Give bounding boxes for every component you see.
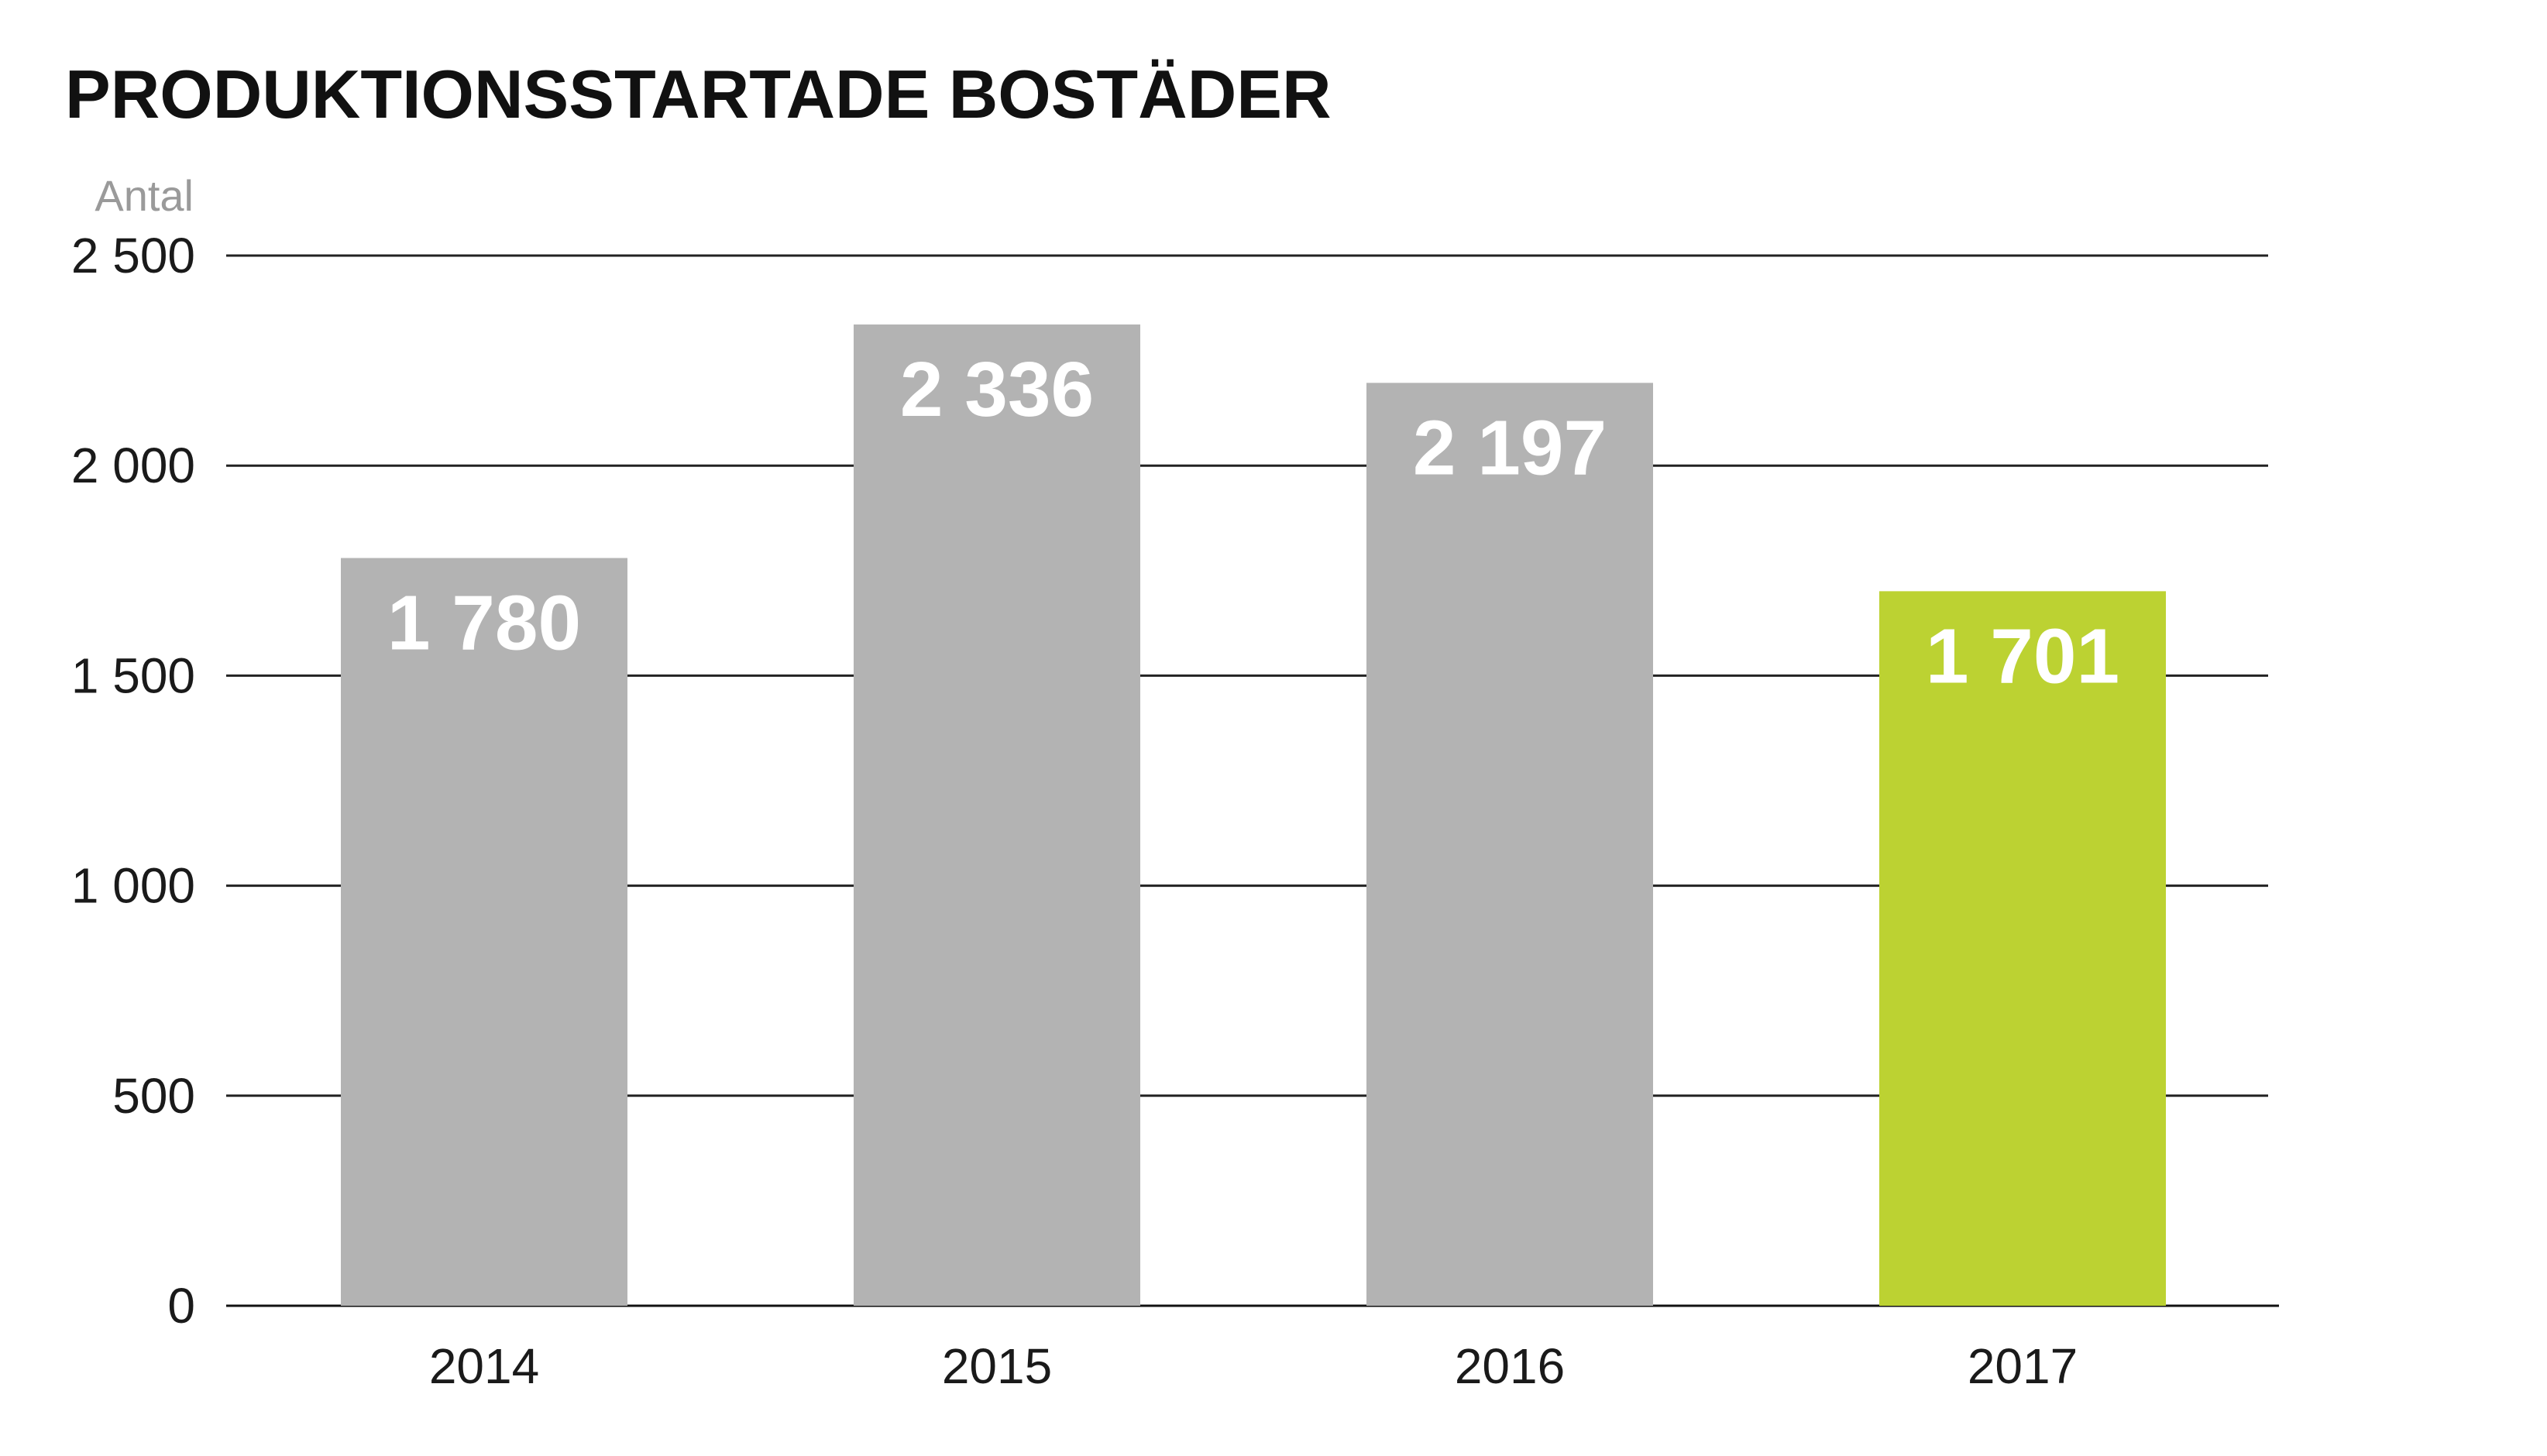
y-tick-label: 1 500 [71,647,195,703]
bar-2014 [341,558,627,1306]
x-tick-label-2015: 2015 [942,1338,1052,1394]
y-tick-label: 2 000 [71,438,195,493]
value-label-2017: 1 701 [1926,613,2119,699]
x-axis-labels: 2014 2015 2016 2017 [429,1338,2078,1394]
x-tick-label-2016: 2016 [1455,1338,1565,1394]
value-labels: 1 780 2 336 2 197 1 701 [387,346,2119,699]
y-tick-label: 500 [112,1068,195,1124]
y-tick-label: 1 000 [71,858,195,914]
bar-2016 [1366,383,1653,1307]
y-axis-label: Antal [95,171,194,220]
y-tick-label: 2 500 [71,228,195,283]
y-axis-ticks: 0 500 1 000 1 500 2 000 2 500 [71,228,195,1334]
value-label-2015: 2 336 [900,346,1094,433]
x-tick-label-2017: 2017 [1968,1338,2078,1394]
x-tick-label-2014: 2014 [429,1338,539,1394]
value-label-2014: 1 780 [387,580,581,667]
chart-title: PRODUKTIONSSTARTADE BOSTÄDER [65,56,1332,132]
value-label-2016: 2 197 [1413,404,1607,491]
bar-2017 [1879,591,2166,1306]
bars [341,324,2166,1307]
y-tick-label: 0 [167,1278,195,1334]
bar-2015 [854,324,1140,1306]
